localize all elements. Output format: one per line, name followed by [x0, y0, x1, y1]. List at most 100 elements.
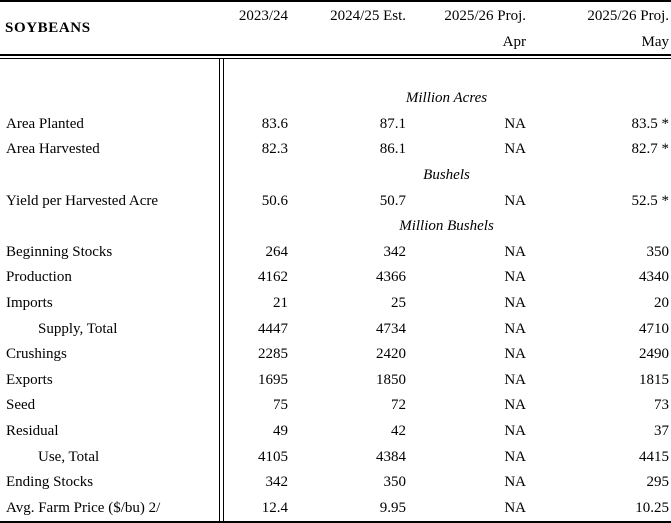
value-cell: NA: [504, 320, 526, 337]
value-cell: 264: [265, 243, 289, 260]
value-cell: 2285: [258, 346, 288, 363]
value-cell: 10.25: [635, 499, 669, 516]
row-label: Imports: [6, 295, 53, 312]
unit-label: Million Acres: [405, 90, 488, 107]
header-row-months: Apr May: [0, 30, 671, 54]
header-double-rule: [0, 54, 671, 59]
value-cell: 20: [654, 295, 669, 312]
value-cell: 37: [654, 423, 669, 440]
column-header-2025-26-proj-may: 2025/26 Proj.: [587, 7, 669, 24]
page-title: SOYBEANS: [5, 19, 91, 36]
value-cell: 295: [646, 474, 670, 491]
table-row: Area Planted 83.6 87.1 NA 83.5 *: [0, 112, 671, 138]
value-cell: 2420: [376, 346, 406, 363]
value-cell: 4415: [639, 448, 669, 465]
value-cell: NA: [504, 346, 526, 363]
value-cell: 342: [383, 243, 407, 260]
value-cell: 1695: [258, 371, 288, 388]
value-cell: 4162: [258, 269, 288, 286]
row-label: Ending Stocks: [6, 474, 94, 491]
column-header-2023-24: 2023/24: [238, 7, 288, 24]
subcolumn-blank-1: [222, 30, 290, 54]
value-cell: NA: [504, 141, 526, 158]
value-cell: 82.7 *: [631, 141, 670, 158]
table-row: Supply, Total 4447 4734 NA 4710: [0, 316, 671, 342]
value-cell: 2490: [639, 346, 669, 363]
value-cell: 50.7: [379, 192, 406, 209]
row-label: Residual: [6, 423, 59, 440]
table-row: Ending Stocks 342 350 NA 295: [0, 470, 671, 496]
row-label: Avg. Farm Price ($/bu) 2/: [6, 499, 161, 516]
value-cell: 73: [654, 397, 669, 414]
value-cell: 49: [273, 423, 288, 440]
value-cell: NA: [504, 243, 526, 260]
value-cell: 83.6: [261, 115, 288, 132]
table-row: Beginning Stocks 264 342 NA 350: [0, 240, 671, 266]
value-cell: NA: [504, 474, 526, 491]
value-cell: 86.1: [379, 141, 406, 158]
value-cell: 350: [646, 243, 670, 260]
value-cell: 1815: [639, 371, 669, 388]
value-cell: 350: [383, 474, 407, 491]
value-cell: 83.5 *: [631, 115, 670, 132]
row-label: Use, Total: [38, 448, 100, 465]
value-cell: NA: [504, 371, 526, 388]
row-label: Seed: [6, 397, 36, 414]
value-cell: 42: [391, 423, 406, 440]
value-cell: 75: [273, 397, 288, 414]
row-label: Beginning Stocks: [6, 243, 113, 260]
value-cell: NA: [504, 192, 526, 209]
value-cell: 52.5 *: [631, 192, 670, 209]
table-row: Yield per Harvested Acre 50.6 50.7 NA 52…: [0, 188, 671, 214]
value-cell: NA: [504, 269, 526, 286]
value-cell: NA: [504, 397, 526, 414]
column-header-2024-25-est: 2024/25 Est.: [330, 7, 406, 24]
value-cell: 4447: [258, 320, 288, 337]
value-cell: NA: [504, 295, 526, 312]
value-cell: 50.6: [261, 192, 288, 209]
table-header: SOYBEANS 2023/24 2024/25 Est. 2025/26 Pr…: [0, 2, 671, 54]
table-row: Imports 21 25 NA 20: [0, 291, 671, 317]
subcolumn-apr: Apr: [502, 33, 526, 50]
column-header-2025-26-proj-apr: 2025/26 Proj.: [444, 7, 526, 24]
unit-row: Million Acres: [0, 86, 671, 112]
row-label: Exports: [6, 371, 53, 388]
value-cell: 12.4: [261, 499, 288, 516]
value-cell: 87.1: [379, 115, 406, 132]
value-cell: 4105: [258, 448, 288, 465]
unit-row: Million Bushels: [0, 214, 671, 240]
value-cell: 82.3: [261, 141, 288, 158]
value-cell: 4384: [376, 448, 406, 465]
value-cell: 4734: [376, 320, 406, 337]
table-row: Exports 1695 1850 NA 1815: [0, 368, 671, 394]
row-label: Area Harvested: [6, 141, 100, 158]
unit-label: Million Bushels: [399, 218, 494, 235]
value-cell: 342: [265, 474, 289, 491]
value-cell: 72: [391, 397, 406, 414]
row-label: Area Planted: [6, 115, 84, 132]
unit-row: Bushels: [0, 163, 671, 189]
value-cell: NA: [504, 448, 526, 465]
value-cell: 1850: [376, 371, 406, 388]
value-cell: NA: [504, 499, 526, 516]
table-row: Residual 49 42 NA 37: [0, 419, 671, 445]
value-cell: NA: [504, 423, 526, 440]
subcolumn-may: May: [641, 33, 670, 50]
spacer-row: [0, 59, 671, 86]
table-row: Production 4162 4366 NA 4340: [0, 265, 671, 291]
row-label: Yield per Harvested Acre: [6, 192, 159, 209]
value-cell: 4710: [639, 320, 669, 337]
row-label: Production: [6, 269, 72, 286]
table-row: Area Harvested 82.3 86.1 NA 82.7 *: [0, 137, 671, 163]
table-row: Seed 75 72 NA 73: [0, 393, 671, 419]
table-body: Million Acres Area Planted 83.6 87.1 NA …: [0, 59, 671, 521]
value-cell: 4366: [376, 269, 406, 286]
subcolumn-blank-2: [290, 30, 408, 54]
table-row: Avg. Farm Price ($/bu) 2/ 12.4 9.95 NA 1…: [0, 496, 671, 522]
header-row-years: SOYBEANS 2023/24 2024/25 Est. 2025/26 Pr…: [0, 2, 671, 36]
table-row: Use, Total 4105 4384 NA 4415: [0, 444, 671, 470]
value-cell: 21: [273, 295, 288, 312]
value-cell: 25: [391, 295, 406, 312]
table-row: Crushings 2285 2420 NA 2490: [0, 342, 671, 368]
